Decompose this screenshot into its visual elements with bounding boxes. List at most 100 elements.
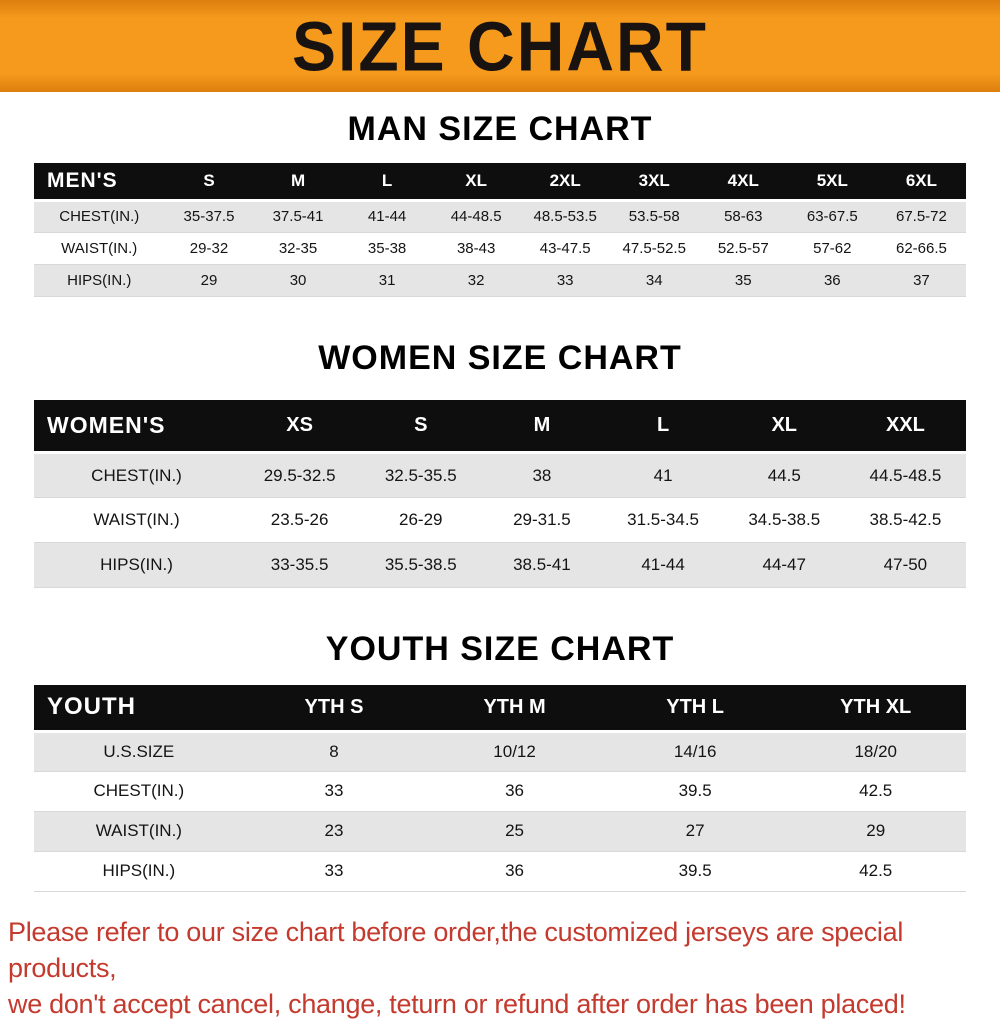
size-value: 67.5-72 [895, 208, 947, 225]
size-value: 36 [505, 781, 525, 800]
column-header: S [164, 163, 254, 202]
table-row: HIPS(IN.) 33-35.5 35.5-38.5 38.5-41 41-44 44-… [34, 542, 966, 588]
size-value: 41 [653, 465, 673, 485]
table-corner-label: MEN'S [34, 163, 165, 202]
table-row: WAIST(IN.) 29-32 32-35 35-38 38-43 43-47.5 47.… [34, 232, 966, 264]
size-value: 44.5-48.5 [869, 465, 942, 485]
size-value: 18/20 [854, 741, 897, 761]
men-size-table: MEN'S S M L XL 2XL 3XL 4XL 5XL 6XL CHEST(IN.) 35-37… [34, 163, 966, 297]
row-label: WAIST(IN.) [93, 510, 180, 529]
size-value: 8 [329, 741, 339, 761]
size-value: 35.5-38.5 [384, 555, 457, 574]
women-size-chart-title: WOMEN SIZE CHART [318, 338, 682, 377]
row-label: CHEST(IN.) [93, 781, 185, 800]
size-value: 32.5-35.5 [384, 465, 457, 485]
table-row: CHEST(IN.) 33 36 39.5 42.5 [34, 771, 966, 811]
column-header: XL [723, 399, 845, 454]
size-value: 30 [289, 271, 307, 289]
size-value: 43-47.5 [539, 239, 591, 257]
table-corner-label: WOMEN'S [34, 399, 240, 454]
size-value: 37 [913, 271, 930, 289]
man-size-chart-title: MAN SIZE CHART [347, 110, 653, 148]
column-header: 6XL [876, 163, 966, 202]
column-header: 2XL [520, 163, 610, 202]
column-header: 4XL [698, 163, 788, 202]
size-value: 39.5 [678, 861, 712, 880]
youth-size-chart-title: YOUTH SIZE CHART [325, 630, 675, 668]
column-header: L [342, 163, 432, 202]
column-header: M [253, 163, 343, 202]
size-value: 10/12 [493, 741, 536, 761]
size-value: 31.5-34.5 [627, 510, 699, 529]
size-value: 23.5-26 [270, 510, 329, 529]
size-value: 32 [467, 271, 485, 289]
header-row: WOMEN'S XS S M L XL XXL [34, 399, 966, 454]
size-value: 44-47 [762, 555, 806, 574]
youth-size-table: YOUTH YTH S YTH M YTH L YTH XL U.S.SIZE 8 10/12… [34, 685, 966, 892]
size-value: 38-43 [456, 239, 496, 257]
size-value: 47.5-52.5 [622, 239, 686, 257]
size-chart-banner: SIZE CHART [0, 0, 1000, 92]
column-header: YTH S [243, 685, 425, 733]
row-label: CHEST(IN.) [59, 208, 140, 225]
order-notice-line: we don't accept cancel, change, teturn o… [8, 989, 906, 1020]
women-size-table-wrap: WOMEN'S XS S M L XL XXL CHEST(IN.) 29.5-32.5 32.5… [34, 399, 966, 589]
women-size-table: WOMEN'S XS S M L XL XXL CHEST(IN.) 29.5-32.5 32.5… [34, 399, 966, 589]
youth-size-table-wrap: YOUTH YTH S YTH M YTH L YTH XL U.S.SIZE 8 10/12… [34, 685, 966, 892]
size-value: 53.5-58 [628, 208, 680, 225]
table-row: U.S.SIZE 8 10/12 14/16 18/20 [34, 731, 966, 771]
size-value: 44.5 [767, 465, 801, 485]
row-label: WAIST(IN.) [95, 821, 182, 840]
size-value: 38.5-41 [513, 555, 571, 574]
row-label: CHEST(IN.) [91, 465, 182, 485]
table-row: WAIST(IN.) 23 25 27 29 [34, 811, 966, 851]
column-header: XXL [844, 399, 966, 454]
table-corner-label: YOUTH [34, 685, 244, 733]
row-label: HIPS(IN.) [102, 861, 176, 880]
size-value: 48.5-53.5 [533, 208, 597, 225]
header-row: MEN'S S M L XL 2XL 3XL 4XL 5XL 6XL [34, 163, 966, 202]
table-row: CHEST(IN.) 35-37.5 37.5-41 41-44 44-48.5 48.5… [34, 200, 966, 232]
table-row: HIPS(IN.) 33 36 39.5 42.5 [34, 851, 966, 891]
size-value: 38.5-42.5 [869, 510, 942, 529]
size-value: 29.5-32.5 [263, 465, 336, 485]
size-value: 41-44 [367, 208, 407, 225]
size-value: 23 [324, 821, 344, 840]
size-value: 39.5 [678, 781, 712, 800]
size-value: 31 [378, 271, 396, 289]
size-value: 32-35 [278, 239, 318, 257]
size-value: 29-31.5 [513, 510, 571, 529]
column-header: S [360, 399, 482, 454]
size-value: 29 [200, 271, 218, 289]
column-header: 3XL [609, 163, 699, 202]
row-label: WAIST(IN.) [61, 239, 138, 257]
column-header: 5XL [787, 163, 877, 202]
banner-title: SIZE CHART [292, 6, 708, 86]
size-value: 58-63 [724, 208, 763, 225]
size-value: 29-32 [189, 239, 229, 257]
size-value: 33 [556, 271, 574, 289]
order-notice: Please refer to our size chart before or… [0, 914, 1000, 1023]
men-size-table-wrap: MEN'S S M L XL 2XL 3XL 4XL 5XL 6XL CHEST(IN.) 35-37… [34, 163, 966, 297]
row-label: HIPS(IN.) [67, 271, 132, 289]
order-notice-line: Please refer to our size chart before or… [8, 916, 904, 983]
size-value: 35-37.5 [183, 208, 235, 225]
size-value: 34.5-38.5 [748, 510, 821, 529]
row-label: U.S.SIZE [103, 741, 175, 761]
size-value: 35 [734, 271, 752, 289]
column-header: YTH XL [785, 685, 966, 733]
size-value: 33 [324, 781, 344, 800]
size-value: 36 [505, 861, 525, 880]
size-value: 41-44 [641, 555, 685, 574]
column-header: XS [239, 399, 361, 454]
size-value: 42.5 [859, 781, 893, 800]
column-header: L [602, 399, 724, 454]
size-value: 57-62 [813, 239, 852, 257]
size-value: 42.5 [859, 861, 893, 880]
row-label: HIPS(IN.) [100, 555, 173, 574]
column-header: YTH M [424, 685, 605, 733]
size-value: 37.5-41 [272, 208, 324, 225]
size-value: 36 [823, 271, 841, 289]
size-value: 62-66.5 [895, 239, 947, 257]
size-value: 27 [685, 821, 705, 840]
